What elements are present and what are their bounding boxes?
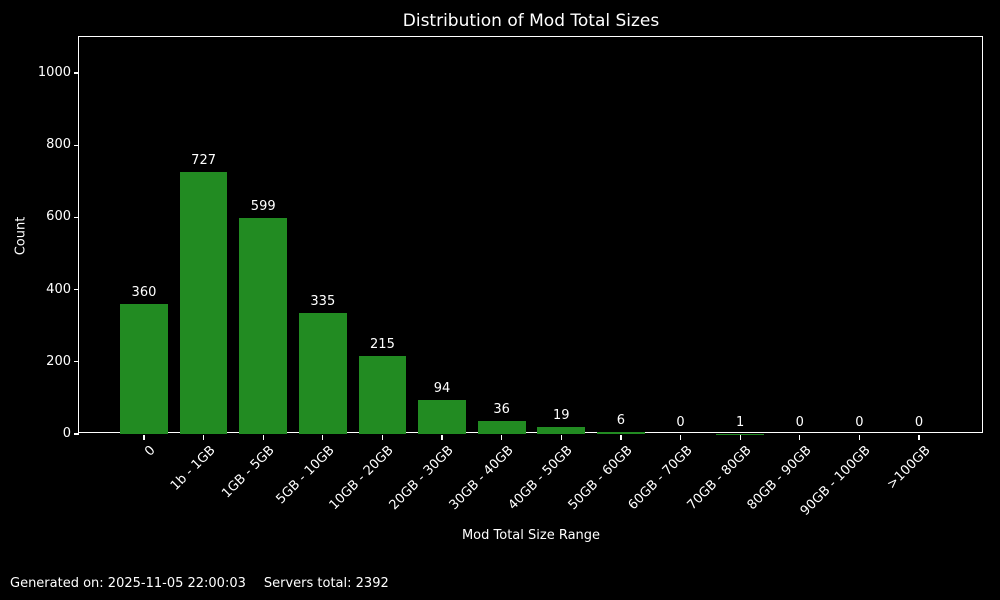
x-tick-mark (858, 435, 860, 440)
bar-value-label: 94 (433, 381, 451, 397)
x-tick-mark (799, 435, 801, 440)
bar (597, 431, 645, 434)
x-tick-label: 1GB - 5GB (219, 443, 278, 502)
x-tick-mark (679, 435, 682, 440)
x-axis-label: Mod Total Size Range (461, 528, 601, 543)
bar-value-label: 6 (616, 412, 626, 428)
y-tick-mark (74, 433, 79, 435)
x-tick-label: 1b - 1GB (167, 443, 219, 494)
x-tick-mark (441, 435, 443, 440)
x-tick-mark (143, 435, 145, 440)
bar-value-label: 599 (250, 198, 276, 214)
plot-area-frame (78, 36, 983, 433)
y-tick-label: 600 (46, 209, 71, 225)
bar (418, 400, 466, 434)
footer: Generated on: 2025-11-05 22:00:03 Server… (10, 576, 389, 591)
bar (239, 217, 288, 434)
x-tick-mark (620, 435, 622, 440)
bar-value-label: 0 (855, 415, 864, 430)
bar-value-label: 36 (493, 402, 510, 417)
x-tick-mark (501, 435, 503, 440)
bar-value-label: 360 (131, 285, 157, 301)
y-tick-mark (74, 72, 79, 74)
x-tick-label: 0 (142, 443, 159, 460)
bar (120, 304, 168, 434)
bar-value-label: 0 (914, 415, 924, 430)
y-tick-label: 400 (46, 281, 71, 297)
bar (537, 427, 586, 434)
y-tick-label: 1000 (37, 65, 71, 81)
x-tick-mark (918, 435, 920, 440)
y-tick-label: 800 (46, 137, 71, 153)
bar-value-label: 0 (676, 415, 685, 430)
y-tick-label: 0 (62, 426, 71, 441)
x-tick-label: >100GB (884, 443, 934, 493)
bar-value-label: 335 (310, 294, 336, 310)
bar-value-label: 1 (736, 414, 745, 430)
bar (179, 171, 228, 434)
y-tick-mark (74, 144, 79, 146)
x-tick-mark (322, 435, 324, 440)
y-tick-mark (74, 361, 79, 363)
bar-value-label: 215 (370, 337, 395, 353)
footer-generated-timestamp: Generated on: 2025-11-05 22:00:03 (10, 576, 246, 591)
bar (298, 313, 347, 434)
x-tick-mark (560, 435, 562, 440)
bar (477, 421, 526, 434)
x-tick-mark (203, 435, 205, 440)
chart-title: Distribution of Mod Total Sizes (402, 11, 660, 31)
bar-value-label: 19 (553, 408, 570, 424)
x-tick-mark (381, 435, 384, 440)
footer-servers-total: Servers total: 2392 (263, 576, 389, 591)
y-tick-label: 200 (46, 353, 71, 369)
x-tick-mark (739, 435, 741, 440)
y-tick-mark (74, 289, 79, 291)
bar (358, 356, 407, 434)
x-tick-label: 5GB - 10GB (273, 443, 338, 508)
bar-value-label: 727 (191, 152, 217, 168)
x-tick-mark (262, 435, 264, 440)
bar-value-label: 0 (795, 415, 804, 430)
y-tick-mark (74, 216, 79, 219)
